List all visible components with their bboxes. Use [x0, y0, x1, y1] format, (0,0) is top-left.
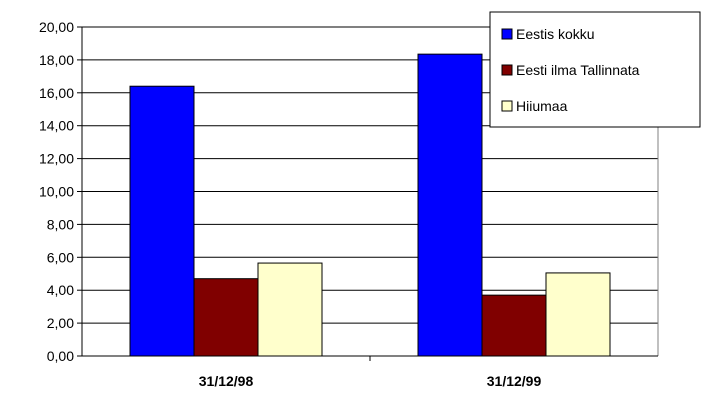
y-tick-label: 16,00 [39, 85, 74, 101]
bar-1-1 [129, 85, 195, 357]
y-tick-label: 2,00 [47, 315, 74, 331]
x-category-label: 31/12/99 [487, 373, 542, 389]
y-tick-label: 20,00 [39, 19, 74, 35]
bar-3-1 [257, 262, 323, 357]
bar-2-2 [481, 294, 547, 357]
x-category-label: 31/12/98 [199, 373, 254, 389]
legend-swatch [501, 28, 513, 40]
y-tick-label: 10,00 [39, 184, 74, 200]
y-tick-label: 4,00 [47, 282, 74, 298]
legend-label: Eestis kokku [516, 26, 595, 42]
bar-1-2 [417, 53, 483, 357]
y-tick-labels: 0,00 2,00 4,00 6,00 8,00 10,00 12,00 14,00 16,00… [39, 19, 74, 364]
legend-label: Eesti ilma Tallinnata [516, 62, 640, 78]
legend-swatch [501, 64, 513, 76]
legend-box [489, 11, 701, 128]
y-tick-label: 6,00 [47, 249, 74, 265]
legend: Eestis kokku Eesti ilma Tallinnata Hiiumaa [489, 11, 701, 128]
y-tick-label: 12,00 [39, 151, 74, 167]
x-category-labels: 31/12/98 31/12/99 [199, 373, 542, 389]
y-tick-label: 8,00 [47, 216, 74, 232]
legend-swatch [501, 100, 513, 112]
y-tick-label: 14,00 [39, 118, 74, 134]
y-tick-label: 18,00 [39, 52, 74, 68]
y-tick-label: 0,00 [47, 348, 74, 364]
bar-3-2 [545, 272, 611, 357]
legend-label: Hiiumaa [516, 98, 568, 114]
bar-2-1 [193, 278, 259, 357]
